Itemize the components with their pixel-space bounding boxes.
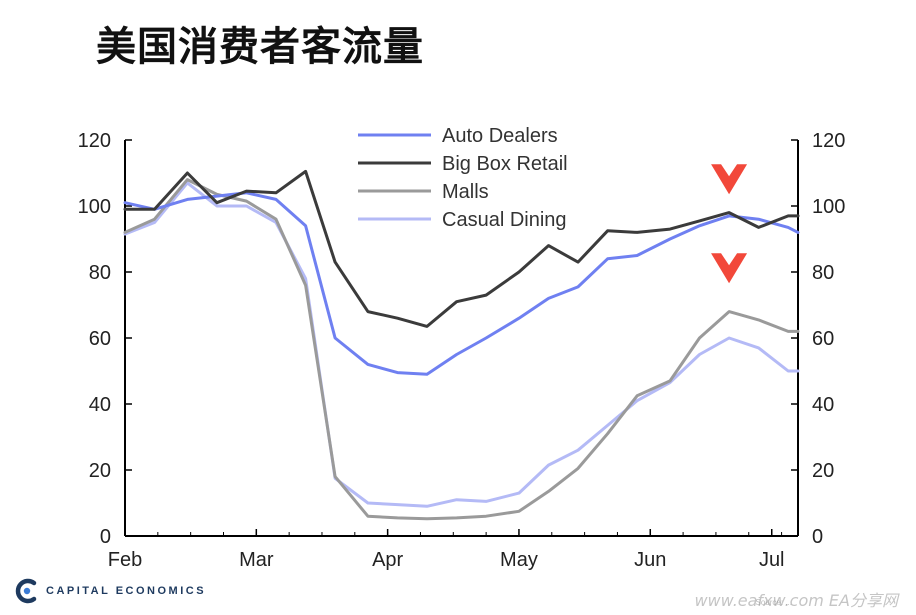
chart-annotations: [711, 164, 748, 284]
legend-label: Malls: [442, 181, 489, 203]
y-tick-label-right: 100: [812, 196, 845, 218]
chart-legend: Auto Dealers Big Box Retail Malls Casual Di…: [358, 125, 568, 231]
source-note: Source: ...: [755, 598, 792, 607]
y-tick-label-right: 120: [812, 130, 845, 152]
x-tick-label: Feb: [108, 549, 142, 571]
y-tick-label-right: 80: [812, 262, 834, 284]
y-tick-label-left: 60: [89, 328, 111, 350]
y-tick-label-left: 80: [89, 262, 111, 284]
page-title: 美国消费者客流量: [96, 24, 424, 70]
y-tick-label-left: 20: [89, 460, 111, 482]
x-tick-label: Jun: [634, 549, 666, 571]
series-line-casual-dining: [123, 181, 800, 508]
y-tick-label-right: 20: [812, 460, 834, 482]
y-tick-label-left: 40: [89, 394, 111, 416]
logo-mark-icon: [15, 578, 37, 604]
watermark: www.eafxw.com EA分享网: [694, 591, 898, 610]
capital-economics-logo: CAPITAL ECONOMICS: [14, 578, 206, 604]
y-tick-label-left: 120: [78, 130, 111, 152]
legend-label: Casual Dining: [442, 209, 567, 231]
legend-label: Big Box Retail: [442, 153, 568, 175]
series-line-big-box-retail: [123, 169, 800, 328]
x-tick-label: Apr: [372, 549, 403, 571]
x-tick-label: May: [500, 549, 538, 571]
chart-axes: 0 0 20 20 40 40 60 60 80 80 100 100 120 120 Feb Mar Apr M…: [78, 130, 846, 571]
x-tick-label: Jul: [759, 549, 785, 571]
x-tick-label: Mar: [239, 549, 274, 571]
chart-series-lines: [123, 169, 800, 521]
y-tick-label-left: 100: [78, 196, 111, 218]
series-line-malls: [123, 178, 800, 521]
y-tick-label-right: 40: [812, 394, 834, 416]
logo-text: CAPITAL ECONOMICS: [46, 585, 207, 597]
y-tick-label-right: 60: [812, 328, 834, 350]
y-tick-label-right: 0: [812, 526, 823, 548]
down-arrow-icon: [711, 253, 748, 284]
legend-label: Auto Dealers: [442, 125, 558, 147]
down-arrow-icon: [711, 164, 748, 195]
y-tick-label-left: 0: [100, 526, 111, 548]
